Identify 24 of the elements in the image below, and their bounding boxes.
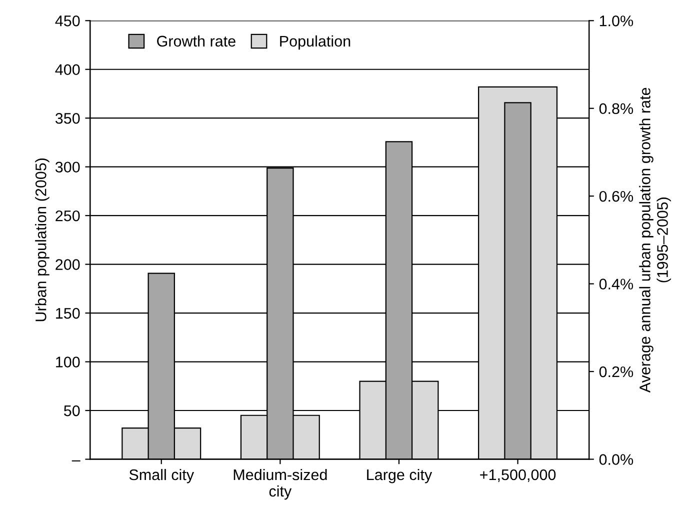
legend-label: Population [280, 35, 350, 50]
y2-tick-label: 1.0% [600, 16, 634, 26]
y2-tick-label: 0.0% [599, 454, 634, 465]
y-tick-label: 300 [55, 162, 80, 173]
y-tick-label: 150 [56, 308, 80, 319]
y2-tick-label: 0.4% [599, 278, 634, 290]
y-tick-label: 350 [55, 112, 80, 124]
y-tick-label: 450 [55, 16, 80, 26]
x-tick-label: Large city [367, 468, 432, 484]
y-tick-label: 400 [55, 64, 80, 76]
y-axis-title: Urban population (2005) [35, 158, 50, 322]
x-tick-label: +1,500,000 [480, 469, 556, 482]
y-tick-label: 250 [56, 210, 80, 222]
x-tick-label: Medium-sized city [234, 468, 327, 500]
legend-label: Growth rate [157, 35, 236, 47]
x-tick-label: Small city [129, 468, 194, 484]
y2-tick-label: 0.6% [599, 190, 634, 202]
y-tick-label: 100 [56, 356, 80, 368]
y-tick-label: 50 [64, 405, 80, 416]
y2-axis-title: Average annual urban population growth rate (1995–2005) [639, 88, 671, 393]
y2-tick-label: 0.2% [599, 366, 634, 378]
y-tick-label: – [72, 460, 80, 462]
y2-tick-label: 0.8% [599, 103, 634, 114]
y-tick-label: 200 [56, 259, 80, 270]
